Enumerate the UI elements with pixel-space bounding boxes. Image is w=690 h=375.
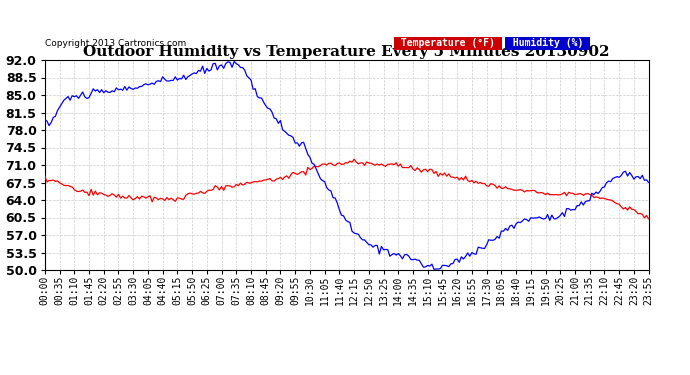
Text: Copyright 2013 Cartronics.com: Copyright 2013 Cartronics.com (45, 39, 186, 48)
Text: Humidity (%): Humidity (%) (506, 38, 589, 48)
Title: Outdoor Humidity vs Temperature Every 5 Minutes 20130902: Outdoor Humidity vs Temperature Every 5 … (83, 45, 610, 59)
Text: Temperature (°F): Temperature (°F) (395, 39, 501, 48)
